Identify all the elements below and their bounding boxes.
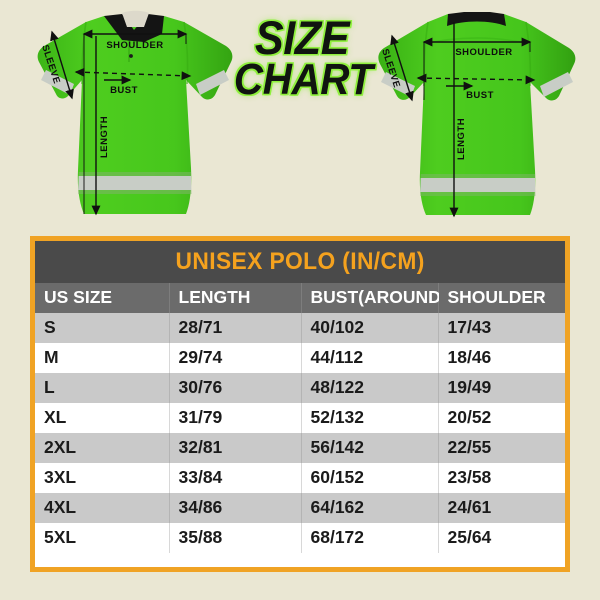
cell-length: 35/88 bbox=[169, 523, 302, 553]
illustration-area: SHOULDER BUST LENGTH SLEEVE bbox=[0, 0, 600, 232]
title-line-chart: CHART bbox=[233, 54, 373, 104]
cell-shoulder: 18/46 bbox=[438, 343, 565, 373]
label-bust: BUST bbox=[466, 90, 494, 101]
table-row: M 29/74 44/112 18/46 bbox=[35, 343, 565, 373]
label-length: LENGTH bbox=[99, 116, 110, 158]
cell-length: 30/76 bbox=[169, 373, 302, 403]
cell-us-size: L bbox=[35, 373, 170, 403]
cell-bust: 44/112 bbox=[301, 343, 439, 373]
cell-bust: 68/172 bbox=[301, 523, 439, 553]
cell-shoulder: 19/49 bbox=[438, 373, 565, 403]
cell-us-size: 5XL bbox=[35, 523, 170, 553]
measurement-guides bbox=[390, 22, 536, 218]
table-row: 5XL 35/88 68/172 25/64 bbox=[35, 523, 565, 553]
label-shoulder: SHOULDER bbox=[106, 40, 163, 51]
cell-us-size: S bbox=[35, 313, 170, 343]
table-title-bar: UNISEX POLO (IN/CM) bbox=[35, 241, 565, 283]
table-row: S 28/71 40/102 17/43 bbox=[35, 313, 565, 343]
table-row: XL 31/79 52/132 20/52 bbox=[35, 403, 565, 433]
table-row: L 30/76 48/122 19/49 bbox=[35, 373, 565, 403]
cell-shoulder: 20/52 bbox=[438, 403, 565, 433]
label-bust: BUST bbox=[110, 85, 138, 96]
cell-bust: 64/162 bbox=[301, 493, 439, 523]
table-title-text: UNISEX POLO (IN/CM) bbox=[175, 248, 425, 275]
label-shoulder: SHOULDER bbox=[455, 47, 512, 58]
title-line-size: SIZE bbox=[254, 11, 350, 64]
table-row: 4XL 34/86 64/162 24/61 bbox=[35, 493, 565, 523]
cell-length: 32/81 bbox=[169, 433, 302, 463]
table-row: 3XL 33/84 60/152 23/58 bbox=[35, 463, 565, 493]
column-header-us-size: US SIZE bbox=[35, 283, 170, 313]
column-header-shoulder: SHOULDER bbox=[438, 283, 565, 313]
cell-bust: 40/102 bbox=[301, 313, 439, 343]
shirt-body bbox=[37, 10, 233, 214]
column-header-bust: BUST(AROUND) bbox=[301, 283, 447, 313]
column-header-length: LENGTH bbox=[169, 283, 302, 313]
cell-length: 31/79 bbox=[169, 403, 302, 433]
cell-bust: 48/122 bbox=[301, 373, 439, 403]
cell-shoulder: 23/58 bbox=[438, 463, 565, 493]
cell-shoulder: 25/64 bbox=[438, 523, 565, 553]
cell-length: 29/74 bbox=[169, 343, 302, 373]
cell-us-size: 2XL bbox=[35, 433, 170, 463]
cell-shoulder: 24/61 bbox=[438, 493, 565, 523]
cell-us-size: 4XL bbox=[35, 493, 170, 523]
measurement-guides bbox=[50, 29, 192, 216]
table-body: S 28/71 40/102 17/43 M 29/74 44/112 18/46 L 30/76… bbox=[35, 313, 565, 553]
label-length: LENGTH bbox=[456, 118, 467, 160]
size-table-frame: UNISEX POLO (IN/CM) US SIZE LENGTH BUST(… bbox=[30, 236, 570, 572]
cell-shoulder: 17/43 bbox=[438, 313, 565, 343]
cell-length: 34/86 bbox=[169, 493, 302, 523]
cell-us-size: XL bbox=[35, 403, 170, 433]
cell-bust: 56/142 bbox=[301, 433, 439, 463]
front-shirt-illustration: SHOULDER BUST LENGTH SLEEVE bbox=[26, 0, 241, 232]
table-row: 2XL 32/81 56/142 22/55 bbox=[35, 433, 565, 463]
cell-us-size: M bbox=[35, 343, 170, 373]
cell-shoulder: 22/55 bbox=[438, 433, 565, 463]
page-title: SIZE CHART bbox=[228, 11, 376, 104]
table-header-row: US SIZE LENGTH BUST(AROUND) SHOULDER bbox=[35, 283, 565, 313]
cell-us-size: 3XL bbox=[35, 463, 170, 493]
cell-length: 33/84 bbox=[169, 463, 302, 493]
cell-bust: 52/132 bbox=[301, 403, 439, 433]
cell-length: 28/71 bbox=[169, 313, 302, 343]
back-shirt-illustration: SHOULDER BUST LENGTH SLEEVE bbox=[368, 0, 583, 232]
cell-bust: 60/152 bbox=[301, 463, 439, 493]
size-table: US SIZE LENGTH BUST(AROUND) SHOULDER S 28… bbox=[35, 283, 565, 553]
